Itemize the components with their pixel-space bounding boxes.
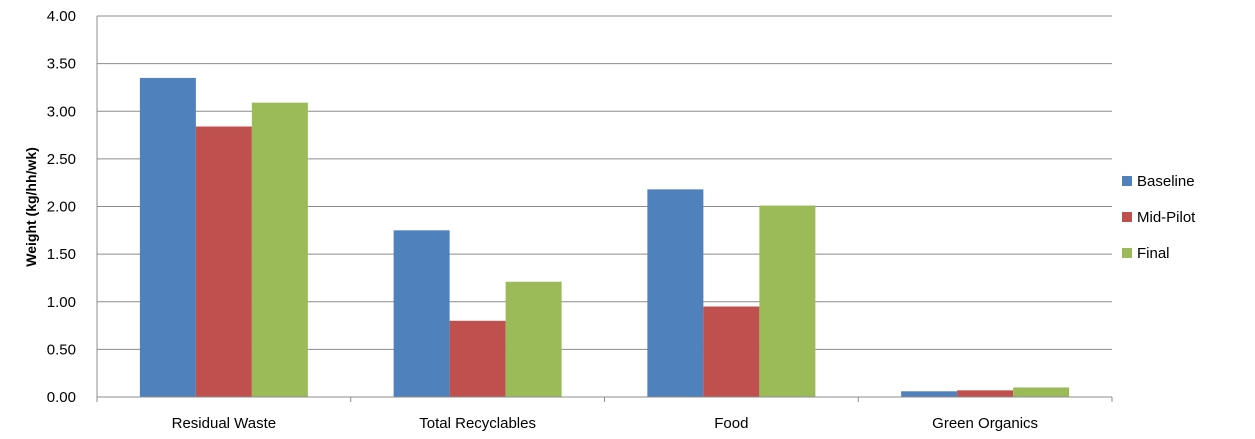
bar-final: [251, 102, 308, 398]
y-tick-label: 3.50: [47, 56, 76, 73]
y-tick-label: 2.00: [47, 199, 76, 216]
legend-label: Final: [1137, 245, 1170, 262]
y-tick-label: 4.00: [47, 8, 76, 25]
bar-baseline: [139, 77, 196, 397]
y-tick-label: 3.00: [47, 103, 76, 120]
y-tick-label: 0.50: [47, 341, 76, 358]
bar-mid-pilot: [957, 390, 1014, 397]
x-tick-labels: Residual Waste Total Recyclables Food Green…: [172, 415, 1038, 432]
bar-baseline: [647, 189, 704, 397]
y-axis-label: Weight (kg/hh/wk): [23, 147, 39, 267]
y-tick-labels: 0.00 0.50 1.00 1.50 2.00 2.50 3.00 3.50 4.00: [47, 8, 76, 406]
legend-label: Mid-Pilot: [1137, 209, 1196, 226]
legend-swatch: [1122, 212, 1132, 222]
y-tick-label: 0.00: [47, 389, 76, 406]
axes: [96, 16, 1113, 402]
bar-final: [505, 281, 562, 397]
x-tick-label: Food: [714, 415, 748, 432]
bar-final: [1013, 387, 1070, 397]
bar-final: [759, 205, 816, 397]
bar-mid-pilot: [449, 320, 506, 397]
bar-baseline: [901, 391, 958, 397]
bar-mid-pilot: [195, 126, 252, 398]
legend-swatch: [1122, 248, 1132, 258]
legend-label: Baseline: [1137, 173, 1195, 190]
x-tick-label: Total Recyclables: [419, 415, 536, 432]
legend-swatch: [1122, 176, 1132, 186]
x-tick-label: Residual Waste: [172, 415, 277, 432]
bars: [139, 77, 1070, 398]
y-tick-label: 1.00: [47, 294, 76, 311]
y-tick-label: 2.50: [47, 151, 76, 168]
legend: Baseline Mid-Pilot Final: [1122, 173, 1196, 262]
y-tick-label: 1.50: [47, 246, 76, 263]
bar-mid-pilot: [703, 306, 760, 397]
bar-baseline: [393, 230, 450, 397]
x-tick-label: Green Organics: [932, 415, 1038, 432]
